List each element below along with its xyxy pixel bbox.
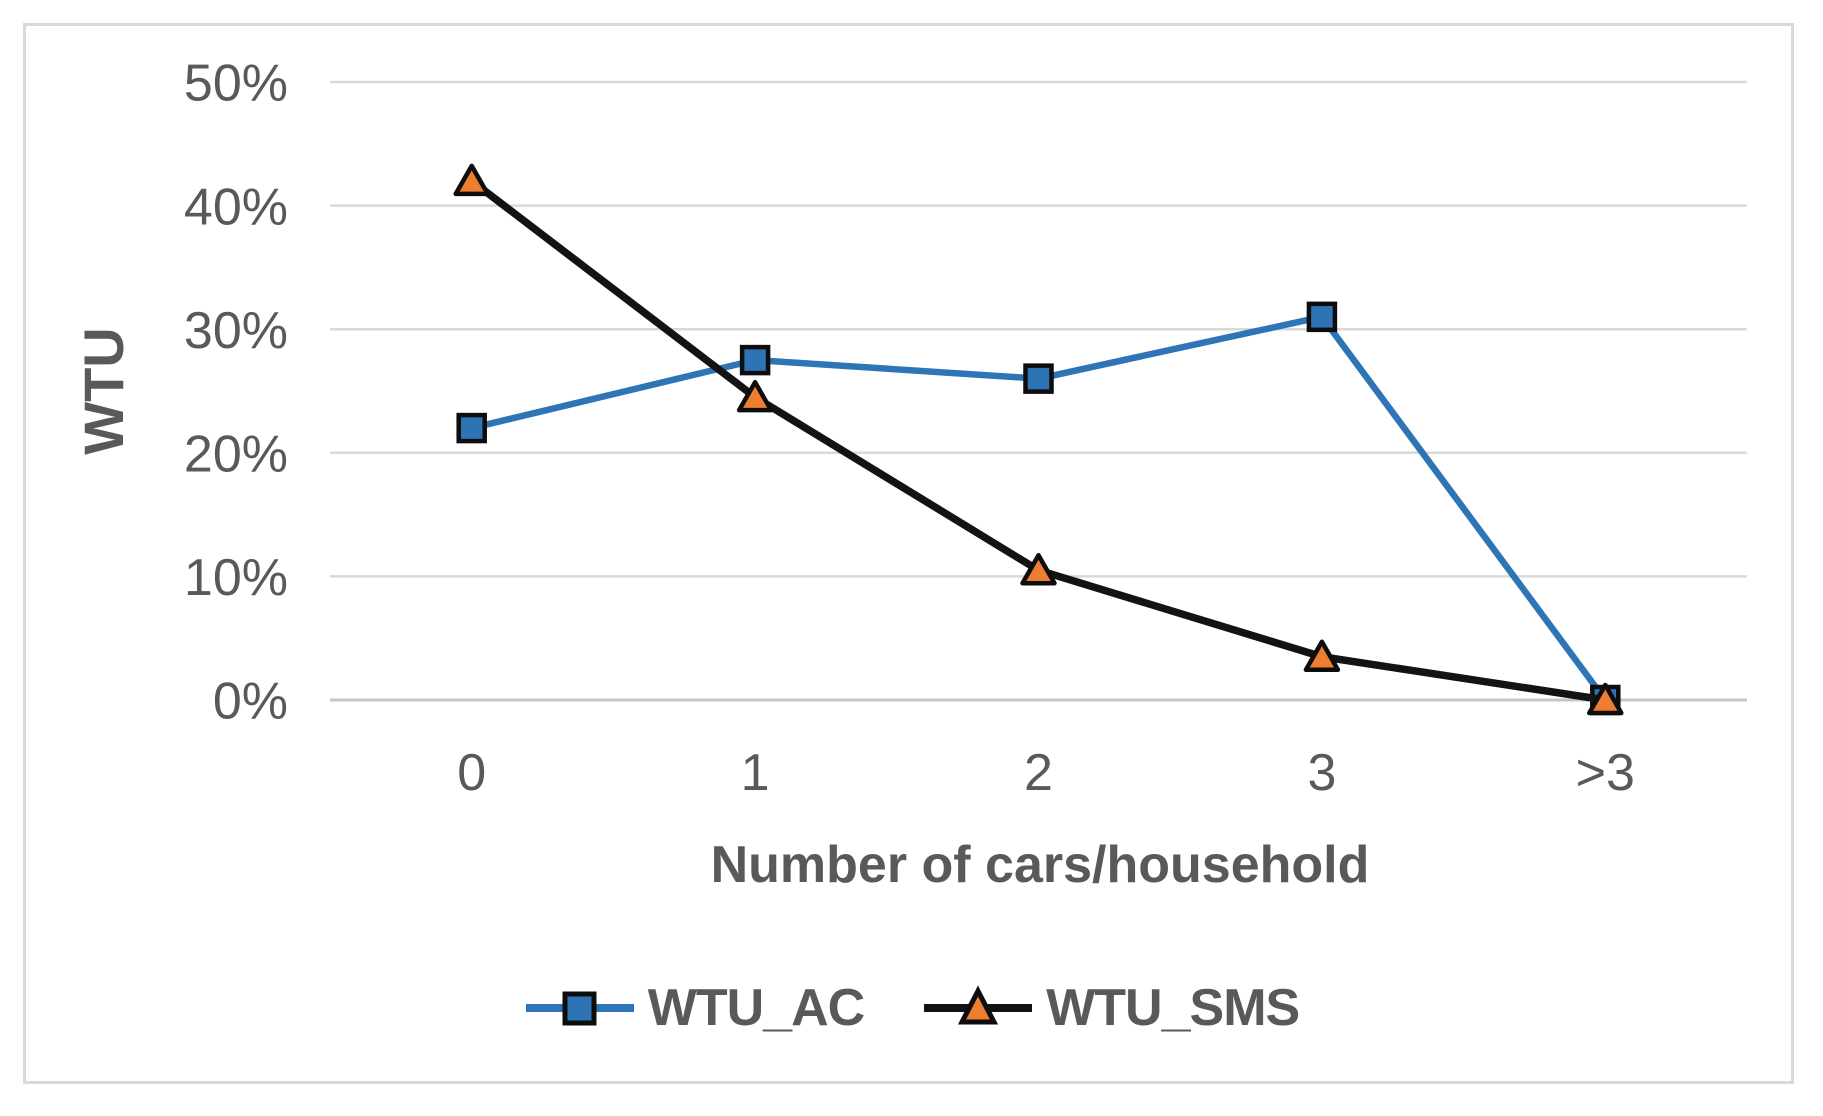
- data-series: [453, 163, 1624, 716]
- chart-legend: WTU_AC WTU_SMS: [0, 978, 1823, 1038]
- legend-label-wtu-ac: WTU_AC: [647, 979, 865, 1037]
- x-axis-title: Number of cars/household: [711, 836, 1370, 894]
- x-tick-label: 1: [741, 744, 770, 802]
- y-axis-tick-labels: 0% 10% 20% 30% 40% 50%: [184, 55, 288, 731]
- data-point-triangle: [736, 379, 774, 413]
- y-tick-label: 10%: [184, 549, 288, 607]
- x-tick-label: 3: [1307, 744, 1336, 802]
- y-axis-title: WTU: [72, 327, 135, 455]
- data-point-triangle: [1303, 639, 1341, 672]
- x-tick-label: >3: [1576, 744, 1635, 802]
- legend-label-wtu-sms: WTU_SMS: [1046, 979, 1300, 1037]
- data-point-square: [456, 412, 487, 444]
- series-line-wtu_sms: [469, 177, 1606, 704]
- y-tick-label: 20%: [184, 426, 288, 484]
- data-point-square: [1306, 301, 1338, 333]
- x-tick-label: 0: [457, 744, 486, 802]
- legend-marker-wtu-ac-icon: [525, 991, 634, 1026]
- series-wtu_ac: [456, 301, 1621, 716]
- x-tick-label: 2: [1024, 744, 1053, 802]
- y-tick-label: 50%: [184, 55, 288, 113]
- y-tick-label: 40%: [184, 178, 288, 236]
- legend-item-wtu-sms: WTU_SMS: [922, 978, 1300, 1038]
- data-point-triangle: [1020, 552, 1057, 586]
- legend-marker-wtu-sms-icon: [924, 985, 1033, 1025]
- series-wtu_sms: [453, 163, 1624, 716]
- legend-item-wtu-ac: WTU_AC: [524, 978, 865, 1038]
- y-tick-label: 0%: [213, 673, 288, 731]
- data-point-triangle: [453, 163, 490, 197]
- y-tick-label: 30%: [184, 302, 288, 360]
- x-axis-tick-labels: 0 1 2 3 >3: [457, 744, 1635, 802]
- data-point-square: [739, 344, 771, 376]
- data-point-triangle: [1587, 682, 1624, 716]
- data-point-square: [1023, 363, 1054, 394]
